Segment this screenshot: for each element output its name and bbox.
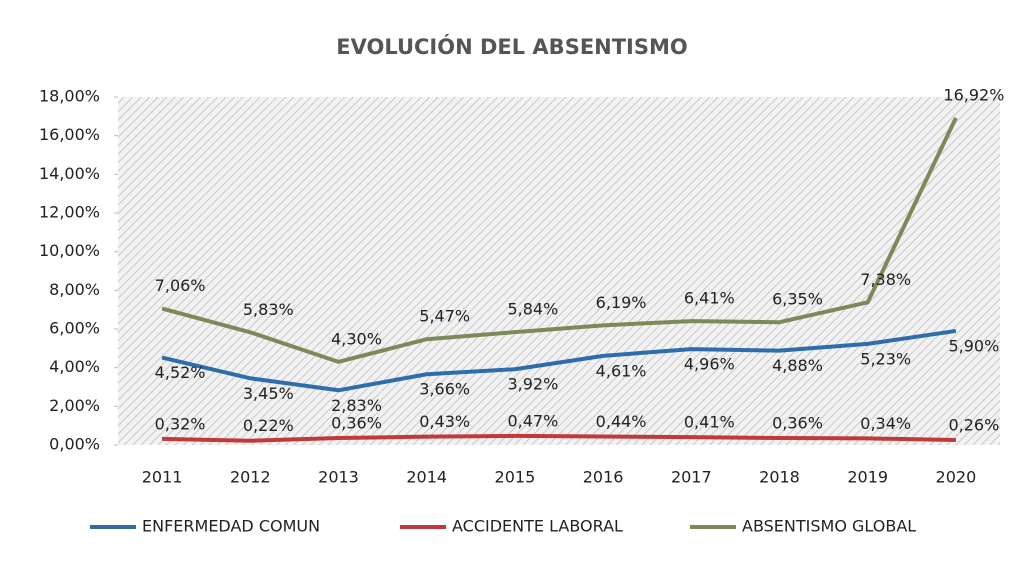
data-label: 6,19%: [596, 293, 647, 312]
y-tick-label: 2,00%: [49, 396, 100, 415]
data-label: 4,52%: [155, 363, 206, 382]
series-line: [161, 117, 958, 364]
data-label: 0,44%: [596, 412, 647, 431]
x-tick-label: 2019: [847, 468, 888, 487]
y-tick-label: 18,00%: [39, 87, 100, 106]
data-label: 16,92%: [943, 85, 1004, 104]
y-tick-label: 16,00%: [39, 125, 100, 144]
data-label: 0,32%: [155, 414, 206, 433]
data-label: 6,41%: [684, 289, 735, 308]
x-tick-label: 2018: [759, 468, 800, 487]
data-label: 3,66%: [419, 380, 470, 399]
x-tick-label: 2015: [495, 468, 536, 487]
data-label: 7,38%: [860, 270, 911, 289]
legend-label: ACCIDENTE LABORAL: [452, 517, 623, 536]
data-label: 5,83%: [243, 300, 294, 319]
data-label: 0,22%: [243, 416, 294, 435]
x-tick-label: 2020: [936, 468, 977, 487]
series-line: [161, 328, 957, 393]
x-tick-label: 2014: [406, 468, 447, 487]
y-tick-label: 6,00%: [49, 319, 100, 338]
data-label: 4,96%: [684, 355, 735, 374]
data-label: 3,45%: [243, 384, 294, 403]
legend-label: ABSENTISMO GLOBAL: [742, 517, 916, 536]
data-label: 0,36%: [331, 414, 382, 433]
x-tick-label: 2012: [230, 468, 271, 487]
y-tick-label: 8,00%: [49, 280, 100, 299]
data-label: 0,26%: [948, 415, 999, 434]
y-tick-label: 10,00%: [39, 241, 100, 260]
data-label: 0,34%: [860, 414, 911, 433]
chart-title: EVOLUCIÓN DEL ABSENTISMO: [336, 34, 688, 59]
data-label: 0,36%: [772, 414, 823, 433]
plot-area: [118, 97, 1000, 445]
data-label: 3,92%: [507, 375, 558, 394]
y-tick-label: 12,00%: [39, 203, 100, 222]
data-label: 4,30%: [331, 329, 382, 348]
data-label: 5,90%: [948, 336, 999, 355]
data-label: 0,47%: [507, 411, 558, 430]
data-label: 5,47%: [419, 307, 470, 326]
x-tick-label: 2017: [671, 468, 712, 487]
data-label: 0,43%: [419, 412, 470, 431]
y-tick-label: 14,00%: [39, 164, 100, 183]
data-label: 6,35%: [772, 290, 823, 309]
data-label: 4,61%: [596, 361, 647, 380]
legend-label: ENFERMEDAD COMUN: [142, 517, 320, 536]
data-label: 5,23%: [860, 349, 911, 368]
data-label: 5,84%: [507, 300, 558, 319]
x-tick-label: 2013: [318, 468, 359, 487]
data-label: 0,41%: [684, 413, 735, 432]
x-tick-label: 2011: [142, 468, 183, 487]
series-line: [162, 433, 956, 443]
y-tick-label: 4,00%: [49, 357, 100, 376]
data-label: 7,06%: [155, 276, 206, 295]
y-tick-label: 0,00%: [49, 435, 100, 454]
data-label: 2,83%: [331, 396, 382, 415]
x-tick-label: 2016: [583, 468, 624, 487]
data-label: 4,88%: [772, 356, 823, 375]
